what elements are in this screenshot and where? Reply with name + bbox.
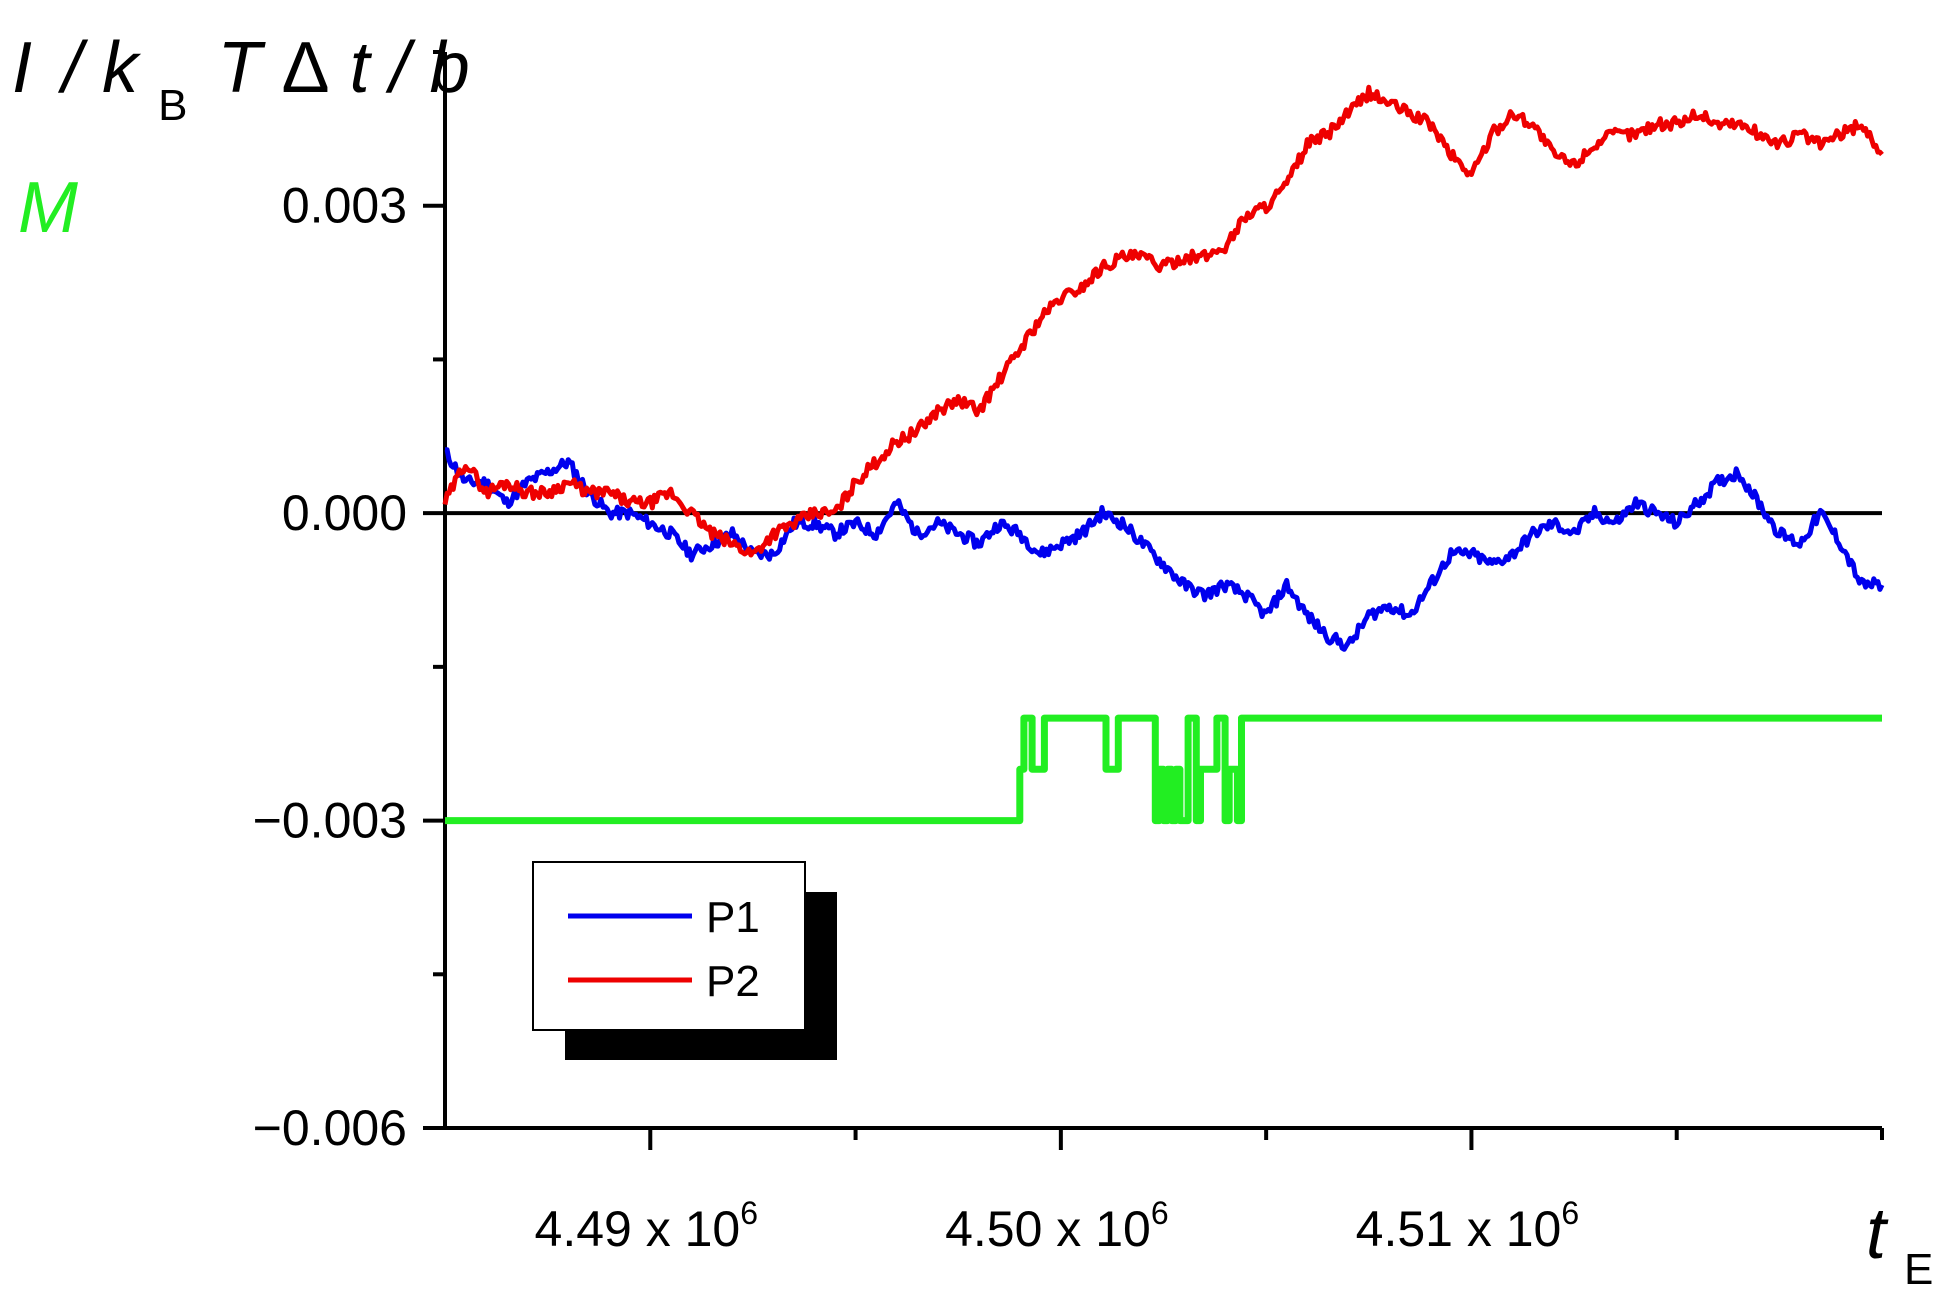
series-layer xyxy=(442,84,1885,825)
y-label-sub-b: B xyxy=(158,81,187,130)
y-label-t-cap: T xyxy=(217,28,266,108)
x-tick-label-exponent: 6 xyxy=(1561,1195,1579,1231)
x-tick-label-base: 4.49 x 10 xyxy=(535,1201,741,1257)
y-axis-label-m: M xyxy=(18,168,78,248)
series-line-m xyxy=(445,714,1882,825)
series-line-p2 xyxy=(442,84,1884,558)
y-label-b: b xyxy=(430,28,470,108)
y-label-slash1: / xyxy=(57,28,89,108)
y-axis-label: I / k B T Δ t / b xyxy=(12,28,470,136)
x-tick-label: 4.51 x 106 xyxy=(1356,1195,1580,1257)
x-label-sub-e: E xyxy=(1904,1245,1933,1294)
x-tick-label-base: 4.50 x 10 xyxy=(945,1201,1151,1257)
y-label-i: I xyxy=(12,28,32,108)
y-label-delta: Δ xyxy=(281,28,329,108)
y-label-k: k xyxy=(102,28,142,108)
y-label-t: t xyxy=(350,28,373,108)
x-label-t: t xyxy=(1866,1194,1889,1274)
y-label-slash2: / xyxy=(385,28,417,108)
legend: P1 P2 xyxy=(532,861,837,1060)
x-tick-label: 4.49 x 106 xyxy=(535,1195,759,1257)
x-tick-label-exponent: 6 xyxy=(1151,1195,1169,1231)
legend-label-p1: P1 xyxy=(706,893,760,942)
x-axis-label: t E xyxy=(1866,1194,1933,1294)
x-tick-label-exponent: 6 xyxy=(740,1195,758,1231)
y-tick-label: −0.006 xyxy=(253,1100,407,1156)
y-tick-label: 0.003 xyxy=(282,178,407,234)
series-line-p1 xyxy=(444,447,1885,652)
y-tick-label: 0.000 xyxy=(282,485,407,541)
x-tick-label-base: 4.51 x 10 xyxy=(1356,1201,1562,1257)
legend-box xyxy=(532,861,806,1031)
y-tick-label: −0.003 xyxy=(253,793,407,849)
legend-label-p2: P2 xyxy=(706,957,760,1006)
x-tick-label: 4.50 x 106 xyxy=(945,1195,1169,1257)
